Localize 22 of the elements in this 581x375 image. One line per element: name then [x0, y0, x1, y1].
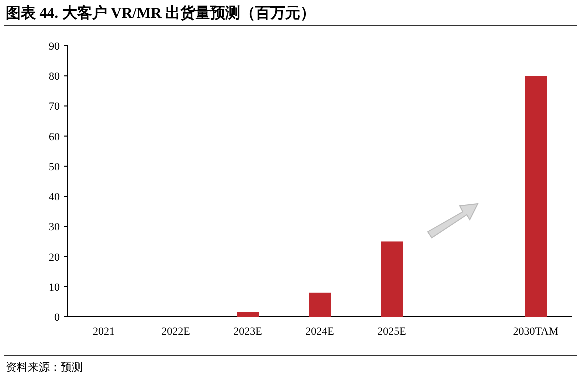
y-tick-label: 90	[49, 41, 60, 53]
y-tick-label: 70	[49, 101, 60, 114]
x-tick-label: 2024E	[306, 326, 335, 338]
x-tick-label: 2030TAM	[513, 326, 559, 338]
x-tick-label: 2023E	[234, 326, 263, 338]
y-tick-label: 40	[49, 192, 60, 204]
bar	[309, 292, 331, 317]
x-tick-label: 2022E	[162, 326, 191, 338]
bar	[237, 312, 259, 317]
bar	[381, 242, 403, 317]
y-tick-label: 0	[54, 312, 60, 324]
y-tick-label: 50	[49, 161, 60, 174]
y-tick-label: 10	[49, 282, 60, 294]
y-tick-label: 80	[49, 71, 60, 84]
y-tick-label: 30	[49, 222, 60, 234]
y-tick-label: 60	[49, 131, 60, 144]
chart-title: 图表 44. 大客户 VR/MR 出货量预测（百万元）	[6, 4, 316, 22]
text: 资料来源：预测	[6, 361, 83, 374]
x-tick-label: 2021	[93, 326, 115, 338]
bar	[525, 76, 547, 317]
x-tick-label: 2025E	[378, 326, 407, 338]
y-tick-label: 20	[49, 252, 60, 264]
